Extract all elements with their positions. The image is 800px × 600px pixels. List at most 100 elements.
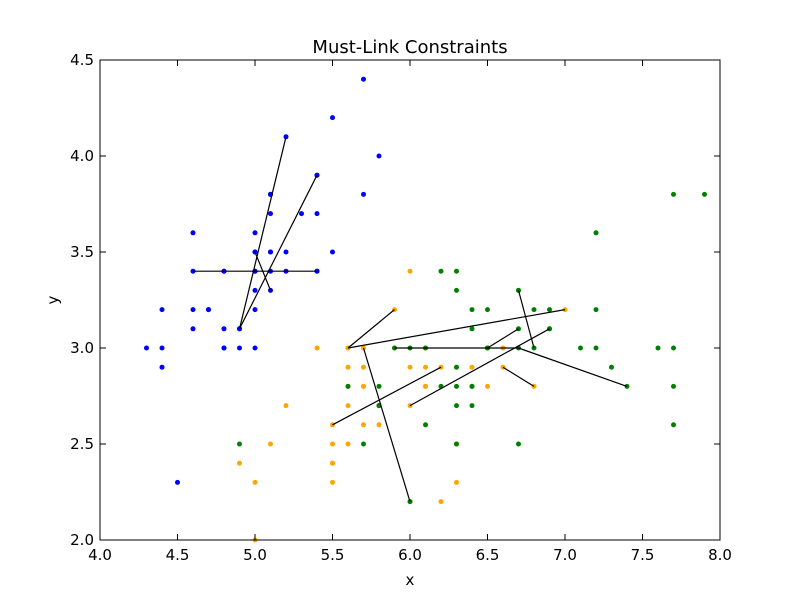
data-point-orange bbox=[454, 479, 459, 485]
axis-ticks: 4.0 4.5 5.0 5.5 6.0 6.5 7.0 7.5 8.0 2.0 2.5 3.0 3.5 4… bbox=[70, 51, 732, 564]
data-point-green bbox=[454, 364, 459, 370]
data-point-orange bbox=[268, 441, 273, 447]
data-point-green bbox=[469, 307, 475, 313]
y-tick-label: 4.5 bbox=[70, 51, 94, 69]
x-tick-label: 6.5 bbox=[476, 546, 500, 564]
must-link-line bbox=[238, 136, 287, 329]
data-point-green bbox=[469, 383, 475, 389]
data-point-blue bbox=[252, 307, 258, 313]
data-point-green bbox=[593, 345, 599, 351]
data-point-blue bbox=[283, 249, 289, 255]
data-point-orange bbox=[361, 364, 366, 370]
data-point-blue bbox=[330, 249, 335, 255]
must-link-line bbox=[487, 328, 519, 349]
data-point-orange bbox=[361, 422, 366, 428]
must-link-line bbox=[347, 309, 395, 349]
data-point-blue bbox=[314, 211, 320, 217]
x-tick-label: 5.0 bbox=[243, 546, 267, 564]
data-point-blue bbox=[252, 287, 258, 293]
data-point-green bbox=[469, 326, 475, 332]
must-link-line bbox=[332, 366, 442, 426]
data-point-orange bbox=[330, 441, 335, 447]
x-tick-label: 5.5 bbox=[321, 546, 345, 564]
data-point-blue bbox=[376, 153, 382, 159]
x-tick-label: 7.0 bbox=[553, 546, 577, 564]
must-link-line bbox=[517, 290, 535, 349]
data-point-blue bbox=[268, 249, 273, 255]
data-point-orange bbox=[330, 460, 335, 466]
data-point-orange bbox=[361, 383, 366, 389]
data-point-blue bbox=[361, 191, 366, 197]
data-point-green bbox=[454, 383, 459, 389]
data-point-green bbox=[655, 345, 661, 351]
x-axis-label: x bbox=[406, 571, 415, 589]
y-tick-label: 4.0 bbox=[70, 147, 94, 165]
data-point-green bbox=[454, 268, 459, 274]
data-point-green bbox=[237, 441, 242, 447]
data-point-blue bbox=[237, 345, 242, 351]
data-point-green bbox=[671, 383, 676, 389]
data-point-green bbox=[531, 307, 537, 313]
data-point-blue bbox=[206, 307, 211, 313]
data-point-orange bbox=[376, 422, 382, 428]
chart-title: Must-Link Constraints bbox=[312, 37, 507, 58]
data-point-orange bbox=[423, 364, 428, 370]
must-link-line bbox=[238, 174, 318, 330]
data-point-green bbox=[454, 287, 459, 293]
data-point-orange bbox=[345, 364, 351, 370]
must-link-line bbox=[347, 309, 566, 349]
must-link-line bbox=[409, 328, 550, 407]
data-point-green bbox=[671, 345, 676, 351]
data-point-orange bbox=[485, 383, 490, 389]
data-point-blue bbox=[159, 364, 165, 370]
data-point-blue bbox=[221, 326, 227, 332]
data-point-green bbox=[423, 422, 428, 428]
data-point-blue bbox=[144, 345, 149, 351]
data-point-green bbox=[593, 307, 599, 313]
y-tick-label: 3.0 bbox=[70, 339, 94, 357]
data-point-green bbox=[361, 441, 366, 447]
data-point-orange bbox=[345, 441, 351, 447]
data-point-green bbox=[671, 422, 676, 428]
must-link-line bbox=[518, 347, 628, 387]
data-point-orange bbox=[407, 268, 413, 274]
y-tick-label: 2.5 bbox=[70, 435, 94, 453]
data-point-green bbox=[376, 383, 382, 389]
data-point-green bbox=[438, 268, 444, 274]
x-tick-label: 7.5 bbox=[631, 546, 655, 564]
data-point-orange bbox=[237, 460, 242, 466]
data-point-green bbox=[345, 383, 351, 389]
data-point-blue bbox=[252, 345, 258, 351]
data-point-green bbox=[469, 403, 475, 409]
data-point-orange bbox=[252, 479, 258, 485]
data-point-blue bbox=[190, 307, 196, 313]
data-point-green bbox=[547, 307, 552, 313]
data-point-green bbox=[702, 191, 707, 197]
data-point-blue bbox=[159, 345, 165, 351]
data-point-green bbox=[485, 307, 490, 313]
x-tick-label: 4.5 bbox=[166, 546, 190, 564]
data-point-blue bbox=[299, 211, 304, 217]
data-point-blue bbox=[330, 115, 335, 121]
data-point-blue bbox=[252, 230, 258, 236]
y-tick-label: 3.5 bbox=[70, 243, 94, 261]
y-tick-label: 2.0 bbox=[70, 531, 94, 549]
data-point-orange bbox=[469, 364, 475, 370]
data-point-blue bbox=[361, 76, 366, 82]
data-point-orange bbox=[345, 403, 351, 409]
data-point-orange bbox=[423, 383, 428, 389]
must-link-line bbox=[254, 251, 272, 291]
must-link-line bbox=[362, 347, 411, 502]
data-point-orange bbox=[438, 499, 444, 505]
data-point-blue bbox=[221, 345, 227, 351]
data-point-green bbox=[671, 191, 676, 197]
data-point-orange bbox=[283, 403, 289, 409]
data-point-orange bbox=[314, 345, 320, 351]
data-point-green bbox=[454, 441, 459, 447]
x-tick-label: 4.0 bbox=[88, 546, 112, 564]
data-point-blue bbox=[190, 230, 196, 236]
data-point-orange bbox=[330, 479, 335, 485]
x-tick-label: 6.0 bbox=[398, 546, 422, 564]
data-point-blue bbox=[190, 326, 196, 332]
